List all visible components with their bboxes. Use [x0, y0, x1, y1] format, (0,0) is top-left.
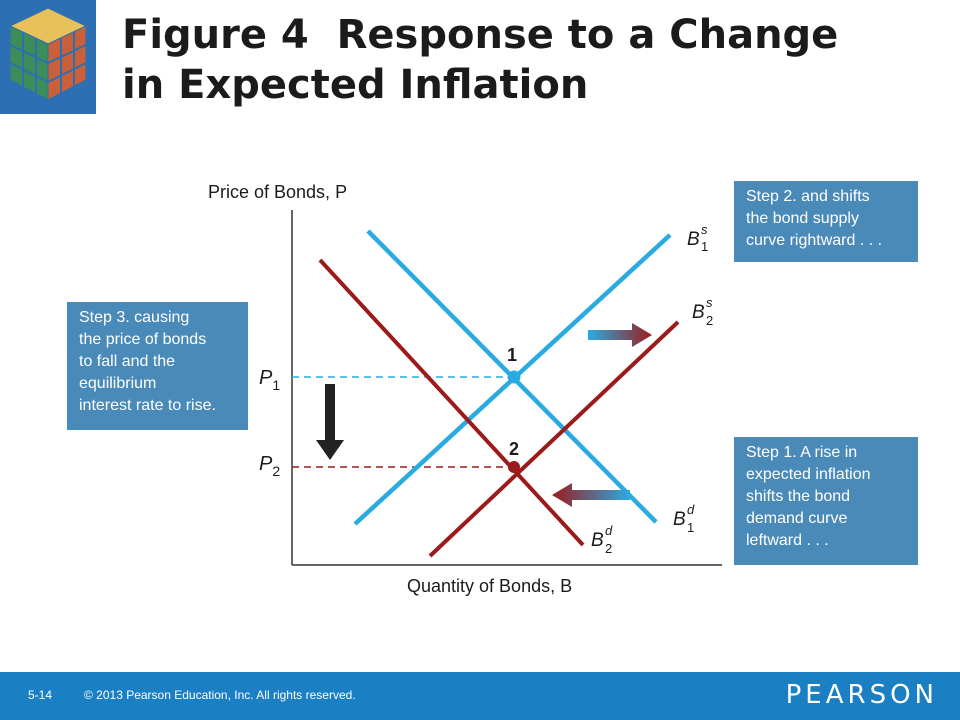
callout-step-2-line: the bond supply [746, 210, 859, 227]
slide-footer: 5-14 © 2013 Pearson Education, Inc. All … [0, 672, 960, 720]
demand-shift-left-arrow [552, 483, 630, 507]
bs1-label-sup: s [701, 222, 708, 237]
bd2-label-base: B [591, 530, 604, 551]
p2-label-base: P [259, 453, 273, 475]
callout-step-2: Step 2. and shifts the bond supply curve… [734, 181, 918, 262]
bs2-label-sub: 2 [706, 313, 713, 328]
callout-step-1: Step 1. A rise in expected inflation shi… [734, 437, 918, 565]
bd2-label-sup: d [605, 523, 613, 538]
slide-number: 5-14 [28, 688, 53, 702]
price-fall-down-arrow [316, 384, 344, 460]
p2-label-sub: 2 [272, 463, 280, 479]
y-axis-label: Price of Bonds, P [208, 182, 347, 202]
callout-step-1-line: demand curve [746, 510, 848, 527]
callout-step-3-line: to fall and the [79, 353, 176, 370]
callout-step-3-line: the price of bonds [79, 331, 207, 348]
callout-step-1-line: leftward . . . [746, 532, 829, 549]
p1-label: P1 [259, 367, 280, 393]
bs2-label-sup: s [706, 295, 713, 310]
bs1-label-base: B [687, 229, 700, 250]
callout-step-3: Step 3. causing the price of bonds to fa… [67, 302, 248, 430]
supply-shift-right-arrow [588, 323, 652, 347]
bs1-label-sub: 1 [701, 239, 708, 254]
slide-title: Figure 4 Response to a Change in Expecte… [122, 10, 942, 110]
callout-step-3-line: equilibrium [79, 375, 157, 392]
callout-step-2-line: Step 2. and shifts [746, 188, 870, 205]
callout-step-1-line: shifts the bond [746, 488, 851, 505]
bd1-label-sub: 1 [687, 520, 694, 535]
equilibrium-label-1: 1 [507, 345, 517, 365]
callout-step-1-line: Step 1. A rise in [746, 444, 858, 461]
pearson-cube-logo [0, 0, 96, 114]
rubik-cube-icon [0, 0, 96, 114]
copyright-notice: © 2013 Pearson Education, Inc. All right… [84, 688, 356, 702]
p2-label: P2 [259, 453, 280, 479]
callout-step-1-line: expected inflation [746, 466, 871, 483]
bd1-label-sup: d [687, 502, 695, 517]
supply-curve-bs2 [428, 320, 680, 558]
bond-market-diagram: Price of Bonds, P Quantity of Bonds, B 1… [208, 182, 722, 596]
callout-step-3-line: Step 3. causing [79, 309, 190, 326]
slide-title-line-1: Figure 4 Response to a Change [122, 12, 839, 58]
bd2-label-sub: 2 [605, 541, 612, 556]
equilibrium-point-2 [508, 461, 520, 473]
equilibrium-label-2: 2 [509, 439, 519, 459]
pearson-brand-logo: PEARSON [785, 680, 938, 710]
slide-title-line-2: in Expected Inflation [122, 62, 589, 108]
callout-step-3-line: interest rate to rise. [79, 397, 216, 414]
equilibrium-point-1 [507, 370, 521, 384]
callout-step-2-line: curve rightward . . . [746, 232, 883, 249]
bs2-label-base: B [692, 302, 705, 323]
bd1-label-base: B [673, 509, 686, 530]
p1-label-sub: 1 [272, 377, 280, 393]
p1-label-base: P [259, 367, 273, 389]
x-axis-label: Quantity of Bonds, B [407, 576, 572, 596]
demand-curve-bd2 [318, 258, 585, 547]
